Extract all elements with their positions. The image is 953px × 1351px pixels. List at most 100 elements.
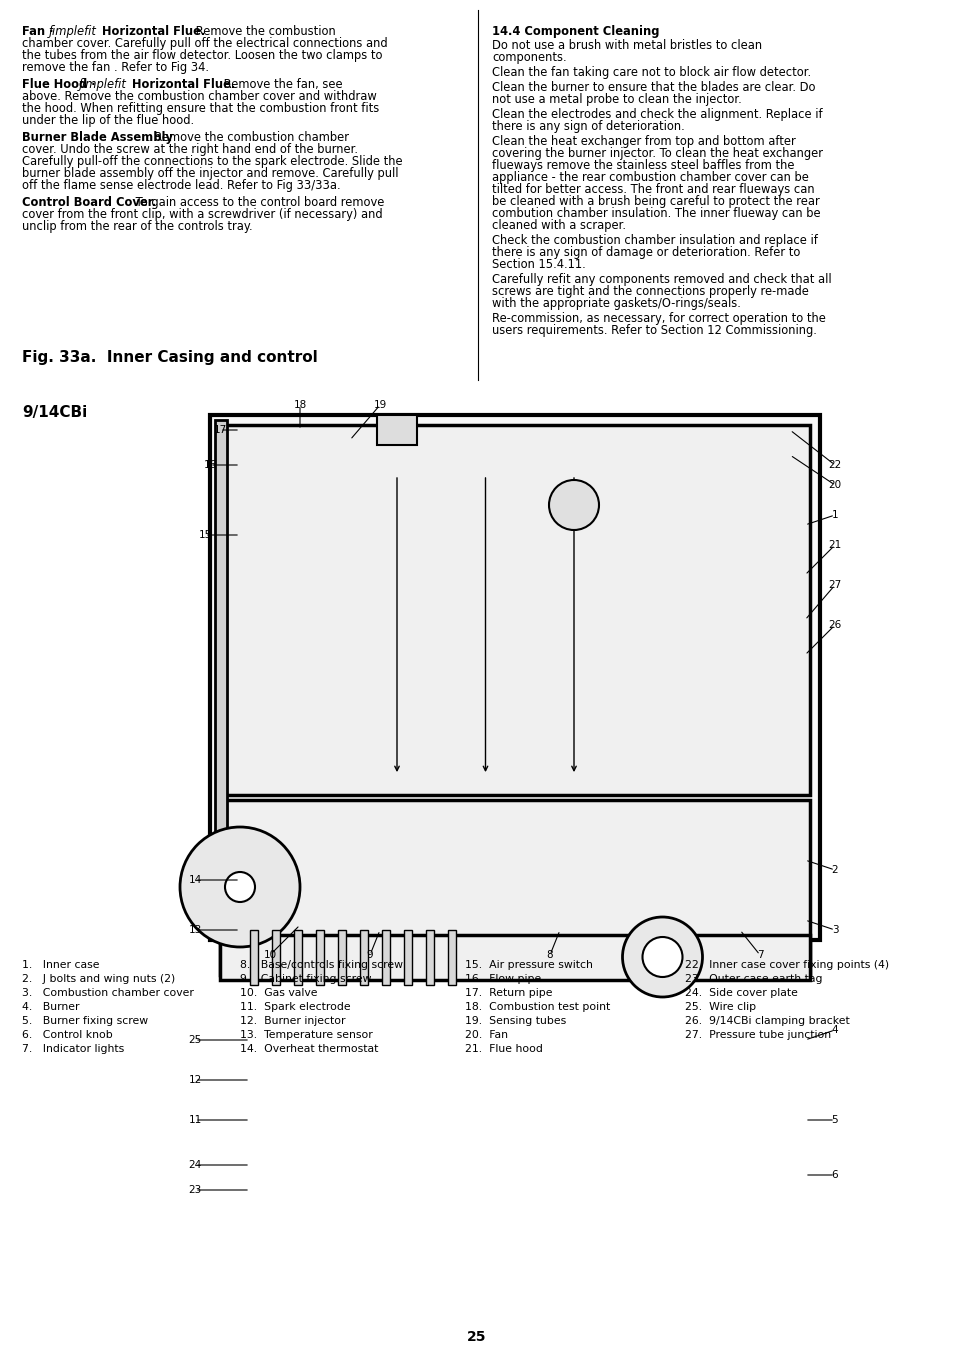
Text: 11.  Spark electrode: 11. Spark electrode — [240, 1002, 351, 1012]
Text: 1.   Inner case: 1. Inner case — [22, 961, 99, 970]
Text: above. Remove the combustion chamber cover and withdraw: above. Remove the combustion chamber cov… — [22, 91, 376, 103]
Text: 19.  Sensing tubes: 19. Sensing tubes — [464, 1016, 566, 1025]
Text: 7: 7 — [756, 950, 762, 961]
Text: 19: 19 — [373, 400, 386, 409]
Text: 23.  Outer case earth tag: 23. Outer case earth tag — [684, 974, 821, 984]
Text: 3: 3 — [831, 925, 838, 935]
Text: flueways remove the stainless steel baffles from the: flueways remove the stainless steel baff… — [492, 159, 794, 172]
Text: 27.  Pressure tube junction: 27. Pressure tube junction — [684, 1029, 830, 1040]
Text: 6: 6 — [831, 1170, 838, 1179]
Text: 14.4 Component Cleaning: 14.4 Component Cleaning — [492, 26, 659, 38]
Text: 16.  Flow pipe: 16. Flow pipe — [464, 974, 540, 984]
Text: Flue Hood ·: Flue Hood · — [22, 78, 99, 91]
Text: 24: 24 — [188, 1161, 201, 1170]
Text: covering the burner injector. To clean the heat exchanger: covering the burner injector. To clean t… — [492, 147, 822, 159]
Text: 20.  Fan: 20. Fan — [464, 1029, 507, 1040]
Text: Horizontal Flue.: Horizontal Flue. — [124, 78, 235, 91]
Text: 4.   Burner: 4. Burner — [22, 1002, 79, 1012]
Text: 10: 10 — [263, 950, 276, 961]
Text: 8.   Base/controls fixing screw: 8. Base/controls fixing screw — [240, 961, 402, 970]
Text: 6.   Control knob: 6. Control knob — [22, 1029, 112, 1040]
Text: cleaned with a scraper.: cleaned with a scraper. — [492, 219, 625, 232]
Bar — [403, 929, 412, 985]
Text: 17: 17 — [213, 426, 227, 435]
Text: Fan ·: Fan · — [22, 26, 57, 38]
Text: not use a metal probe to clean the injector.: not use a metal probe to clean the injec… — [492, 93, 741, 105]
Text: 23: 23 — [188, 1185, 201, 1196]
Text: Do not use a brush with metal bristles to clean: Do not use a brush with metal bristles t… — [492, 39, 761, 51]
Text: 9: 9 — [366, 950, 373, 961]
Text: 27: 27 — [827, 580, 841, 590]
Text: users requirements. Refer to Section 12 Commissioning.: users requirements. Refer to Section 12 … — [492, 324, 816, 336]
Circle shape — [225, 871, 254, 902]
Bar — [337, 929, 346, 985]
Text: Carefully refit any components removed and check that all: Carefully refit any components removed a… — [492, 273, 831, 286]
Text: Fig. 33a.  Inner Casing and control: Fig. 33a. Inner Casing and control — [22, 350, 317, 365]
Bar — [426, 929, 434, 985]
Text: 26.  9/14CBi clamping bracket: 26. 9/14CBi clamping bracket — [684, 1016, 849, 1025]
Bar — [359, 929, 368, 985]
Bar — [220, 426, 809, 794]
Text: under the lip of the flue hood.: under the lip of the flue hood. — [22, 113, 193, 127]
Text: ƒimplefit: ƒimplefit — [79, 78, 127, 91]
Text: combution chamber insulation. The inner flueway can be: combution chamber insulation. The inner … — [492, 207, 820, 220]
Text: 2: 2 — [831, 865, 838, 875]
Text: cover. Undo the screw at the right hand end of the burner.: cover. Undo the screw at the right hand … — [22, 143, 357, 155]
Text: Remove the combustion: Remove the combustion — [192, 26, 335, 38]
Circle shape — [548, 480, 598, 530]
Text: 25: 25 — [188, 1035, 201, 1046]
Bar — [250, 929, 257, 985]
Text: Burner Blade Assembly: Burner Blade Assembly — [22, 131, 172, 145]
Text: there is any sign of deterioration.: there is any sign of deterioration. — [492, 120, 684, 132]
Text: 9.   Cabinet fixing screw: 9. Cabinet fixing screw — [240, 974, 371, 984]
Text: 21: 21 — [827, 540, 841, 550]
Bar — [210, 415, 820, 940]
Text: with the appropriate gaskets/O-rings/seals.: with the appropriate gaskets/O-rings/sea… — [492, 297, 740, 309]
Text: 17.  Return pipe: 17. Return pipe — [464, 988, 552, 998]
Text: 3.   Combustion chamber cover: 3. Combustion chamber cover — [22, 988, 193, 998]
Text: 12: 12 — [188, 1075, 201, 1085]
Circle shape — [641, 938, 681, 977]
Text: 21.  Flue hood: 21. Flue hood — [464, 1044, 542, 1054]
Circle shape — [622, 917, 701, 997]
Text: Clean the heat exchanger from top and bottom after: Clean the heat exchanger from top and bo… — [492, 135, 795, 149]
Text: unclip from the rear of the controls tray.: unclip from the rear of the controls tra… — [22, 220, 253, 232]
Text: . Remove the combustion chamber: . Remove the combustion chamber — [147, 131, 349, 145]
Text: Section 15.4.11.: Section 15.4.11. — [492, 258, 585, 272]
Text: 22: 22 — [827, 459, 841, 470]
Text: 22.  Inner case cover fixing points (4): 22. Inner case cover fixing points (4) — [684, 961, 888, 970]
Text: 10.  Gas valve: 10. Gas valve — [240, 988, 317, 998]
Text: Clean the electrodes and check the alignment. Replace if: Clean the electrodes and check the align… — [492, 108, 821, 122]
Text: 25: 25 — [467, 1329, 486, 1344]
Text: chamber cover. Carefully pull off the electrical connections and: chamber cover. Carefully pull off the el… — [22, 36, 387, 50]
Bar — [294, 929, 302, 985]
Text: 13.  Temperature sensor: 13. Temperature sensor — [240, 1029, 373, 1040]
Text: Remove the fan, see: Remove the fan, see — [220, 78, 342, 91]
Text: 2.   J bolts and wing nuts (2): 2. J bolts and wing nuts (2) — [22, 974, 175, 984]
Text: cover from the front clip, with a screwdriver (if necessary) and: cover from the front clip, with a screwd… — [22, 208, 382, 222]
Text: Re-commission, as necessary, for correct operation to the: Re-commission, as necessary, for correct… — [492, 312, 825, 326]
Text: components.: components. — [492, 51, 566, 63]
Text: there is any sign of damage or deterioration. Refer to: there is any sign of damage or deteriora… — [492, 246, 800, 259]
Text: Check the combustion chamber insulation and replace if: Check the combustion chamber insulation … — [492, 234, 817, 247]
Text: 1: 1 — [831, 509, 838, 520]
Text: the tubes from the air flow detector. Loosen the two clamps to: the tubes from the air flow detector. Lo… — [22, 49, 382, 62]
Circle shape — [180, 827, 299, 947]
Bar — [220, 800, 809, 975]
Text: tilted for better access. The front and rear flueways can: tilted for better access. The front and … — [492, 182, 814, 196]
FancyArrowPatch shape — [483, 478, 487, 770]
Text: ƒimplefit: ƒimplefit — [49, 26, 97, 38]
Text: Horizontal Flue.: Horizontal Flue. — [94, 26, 205, 38]
Text: 15: 15 — [198, 530, 212, 540]
Bar — [220, 935, 809, 979]
Text: Clean the fan taking care not to block air flow detector.: Clean the fan taking care not to block a… — [492, 66, 810, 78]
Text: 12.  Burner injector: 12. Burner injector — [240, 1016, 345, 1025]
Bar — [214, 420, 227, 935]
Text: be cleaned with a brush being careful to protect the rear: be cleaned with a brush being careful to… — [492, 195, 819, 208]
Text: the hood. When refitting ensure that the combustion front fits: the hood. When refitting ensure that the… — [22, 101, 379, 115]
Text: 15.  Air pressure switch: 15. Air pressure switch — [464, 961, 592, 970]
Text: 16: 16 — [203, 459, 216, 470]
Text: Carefully pull-off the connections to the spark electrode. Slide the: Carefully pull-off the connections to th… — [22, 155, 402, 168]
Bar — [272, 929, 280, 985]
Text: 8: 8 — [546, 950, 553, 961]
